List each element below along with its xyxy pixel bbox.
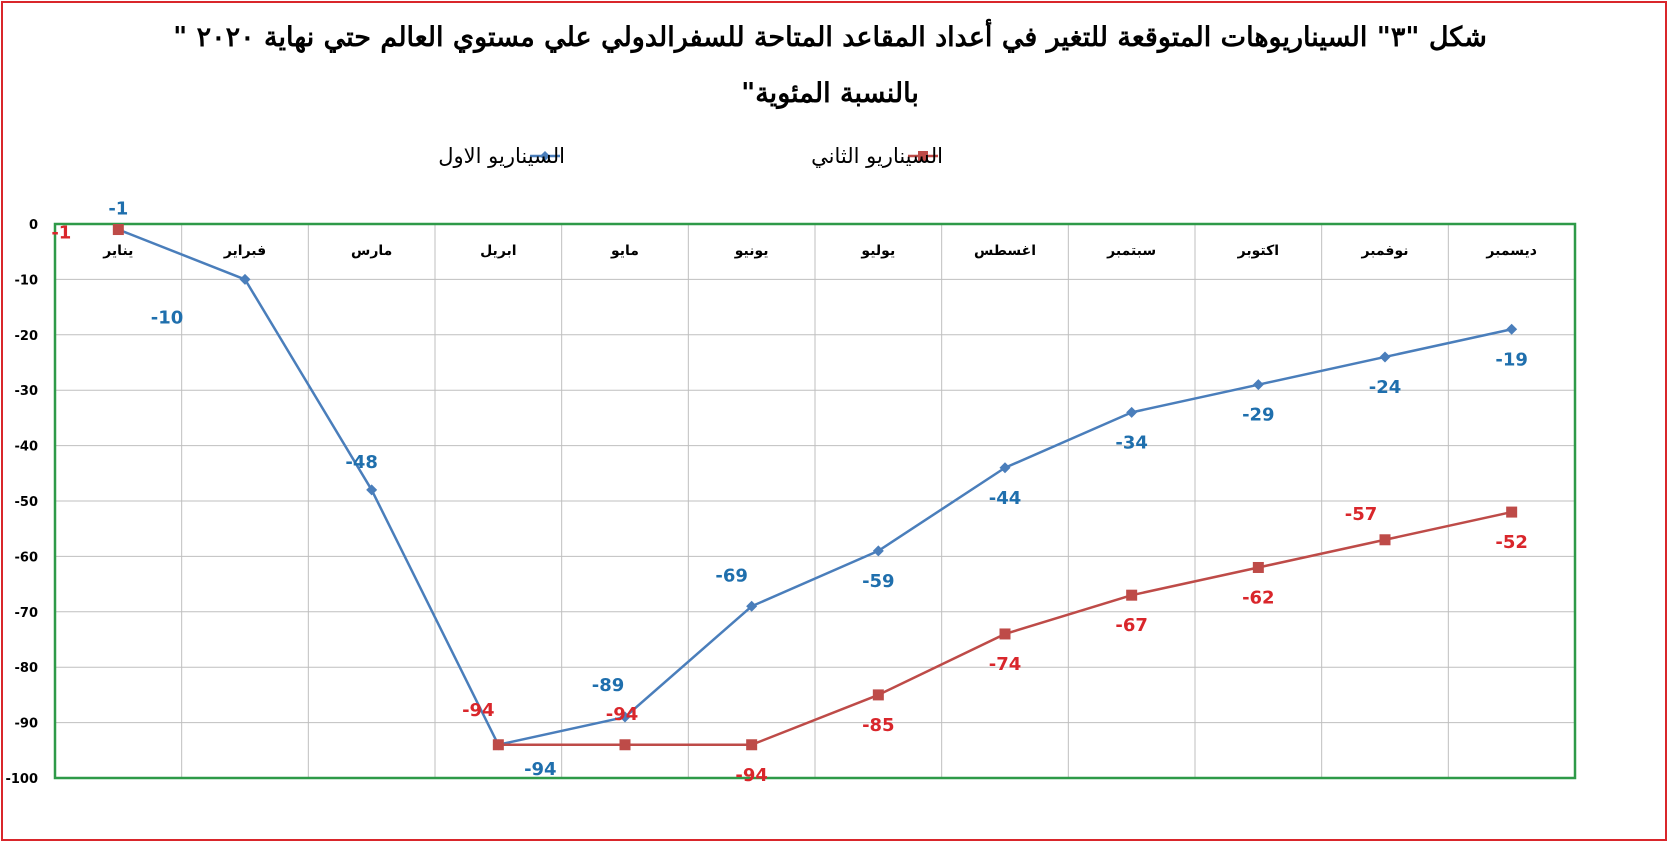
y-tick-label: -80 bbox=[15, 661, 39, 676]
series-2-point bbox=[492, 739, 504, 751]
y-tick-label: -30 bbox=[15, 384, 39, 399]
series-1-data-label: -34 bbox=[1115, 432, 1148, 453]
legend-series-2-label: السيناريو الثاني bbox=[811, 144, 943, 168]
series-1-point bbox=[1126, 406, 1138, 418]
category-label: ابريل bbox=[480, 243, 517, 259]
series-2-point bbox=[1379, 534, 1391, 546]
series-2-data-label: -52 bbox=[1495, 532, 1528, 553]
series-1-point bbox=[1252, 379, 1264, 391]
series-2-data-label: -74 bbox=[989, 654, 1022, 675]
category-label: اغسطس bbox=[974, 243, 1036, 259]
series-layer bbox=[112, 224, 1518, 751]
plot-border bbox=[53, 222, 1577, 780]
category-label: نوفمبر bbox=[1360, 243, 1408, 259]
series-1-data-label: -19 bbox=[1495, 349, 1528, 370]
series-1-data-label: -1 bbox=[108, 199, 128, 220]
series-1-data-label: -29 bbox=[1242, 405, 1275, 426]
category-label: ديسمبر bbox=[1485, 243, 1537, 259]
y-tick-label: -70 bbox=[15, 606, 39, 621]
series-2-data-label: -94 bbox=[462, 700, 495, 721]
series-2-point bbox=[746, 739, 758, 751]
category-label: مايو bbox=[610, 243, 639, 259]
y-tick-label: -90 bbox=[15, 717, 39, 732]
series-2-point bbox=[1126, 589, 1138, 601]
series-2-data-label: -94 bbox=[735, 765, 768, 786]
series-1-point bbox=[619, 711, 631, 723]
series-1-point bbox=[1506, 323, 1518, 335]
y-tick-label: -50 bbox=[15, 495, 39, 510]
category-label: سبتمبر bbox=[1106, 243, 1156, 259]
data-labels: -1 -10 -48 -94 -89 -69 -59 -44 -34 -29 -24 -19 -1 -94… bbox=[51, 199, 1528, 786]
legend-series-2-marker bbox=[918, 151, 928, 161]
series-2-point bbox=[999, 628, 1011, 640]
series-2-data-label: -94 bbox=[606, 704, 639, 725]
series-2-data-label: -57 bbox=[1345, 504, 1378, 525]
category-label: يناير bbox=[102, 243, 133, 259]
series-2-point bbox=[1506, 506, 1518, 518]
category-label: اكتوبر bbox=[1237, 243, 1279, 259]
series-2-point bbox=[112, 224, 124, 236]
series-1-point bbox=[746, 600, 758, 612]
y-tick-label: -40 bbox=[15, 440, 39, 455]
series-2-point bbox=[872, 689, 884, 701]
series-2-point bbox=[1252, 561, 1264, 573]
y-tick-label: -10 bbox=[15, 273, 39, 288]
series-2-data-label: -67 bbox=[1115, 615, 1148, 636]
category-label: يوليو bbox=[860, 243, 895, 259]
legend: السيناريو الاول السيناريو الثاني bbox=[438, 144, 943, 168]
x-axis-categories: يناير فبراير مارس ابريل مايو يونيو يوليو اغسطس س… bbox=[102, 243, 1537, 259]
y-tick-label: -60 bbox=[15, 550, 39, 565]
series-2-data-label: -62 bbox=[1242, 587, 1275, 608]
series-1-point bbox=[1379, 351, 1391, 363]
series-2-data-label: -1 bbox=[51, 223, 71, 244]
series-1-data-label: -69 bbox=[715, 565, 748, 586]
grid-lines bbox=[53, 222, 1577, 780]
series-2-point bbox=[619, 739, 631, 751]
series-1-data-label: -89 bbox=[592, 675, 625, 696]
category-label: يونيو bbox=[734, 243, 769, 259]
y-tick-label: 0 bbox=[29, 218, 38, 233]
series-1-data-label: -44 bbox=[989, 488, 1022, 509]
series-1-point bbox=[239, 273, 251, 285]
series-2-data-label: -85 bbox=[862, 715, 895, 736]
series-line-1 bbox=[117, 228, 1512, 747]
category-label: مارس bbox=[351, 243, 392, 259]
series-1-point bbox=[872, 545, 884, 557]
category-label: فبراير bbox=[223, 243, 266, 259]
series-1-data-label: -10 bbox=[151, 307, 184, 328]
y-axis: 0 -10 -20 -30 -40 -50 -60 -70 -80 -90 -100 bbox=[5, 218, 38, 787]
legend-series-1-label: السيناريو الاول bbox=[438, 144, 565, 168]
y-tick-label: -100 bbox=[5, 772, 38, 787]
series-1-data-label: -24 bbox=[1369, 377, 1402, 398]
y-tick-label: -20 bbox=[15, 329, 39, 344]
series-1-point bbox=[366, 484, 378, 496]
legend-series-1-marker bbox=[540, 151, 550, 161]
series-1-point bbox=[999, 462, 1011, 474]
series-1-data-label: -59 bbox=[862, 571, 895, 592]
series-1-data-label: -94 bbox=[524, 759, 557, 780]
series-1-data-label: -48 bbox=[345, 452, 378, 473]
chart-title: شكل "٣" السيناريوهات المتوقعة للتغير في … bbox=[173, 22, 1487, 109]
